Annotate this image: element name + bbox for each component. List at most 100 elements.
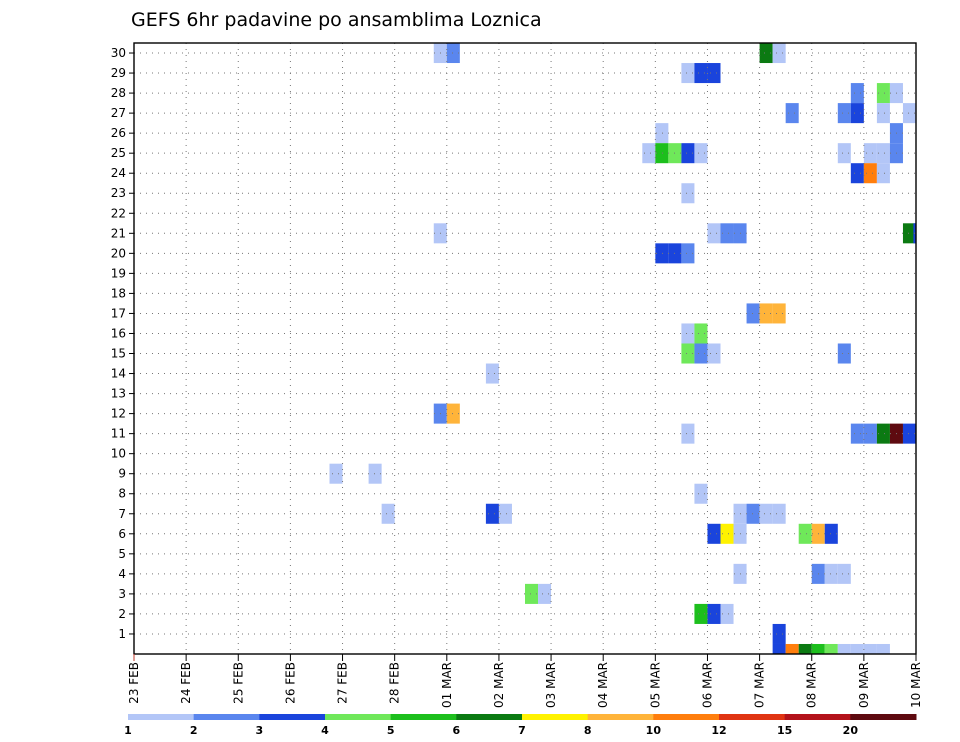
x-tick-label: 28 FEB bbox=[388, 662, 402, 704]
heatmap-cell bbox=[811, 643, 825, 654]
heatmap-cell bbox=[772, 623, 786, 644]
x-tick-label: 01 MAR bbox=[440, 662, 454, 708]
colorbar-label: 10 bbox=[646, 724, 662, 737]
colorbar-label: 6 bbox=[453, 724, 461, 737]
heatmap-cell bbox=[707, 523, 721, 544]
heatmap-cell bbox=[655, 243, 669, 264]
heatmap-cell bbox=[798, 523, 812, 544]
y-tick-label: 13 bbox=[111, 387, 126, 401]
heatmap-cell bbox=[707, 603, 721, 624]
colorbar-swatch bbox=[456, 714, 523, 720]
x-tick-label: 06 MAR bbox=[700, 662, 714, 708]
heatmap-cell bbox=[759, 43, 773, 64]
y-tick-label: 7 bbox=[118, 507, 126, 521]
y-tick-label: 30 bbox=[111, 46, 126, 60]
x-tick-label: 05 MAR bbox=[648, 662, 662, 708]
heatmap-cell bbox=[694, 323, 708, 344]
heatmap-cell bbox=[485, 363, 499, 384]
heatmap-cell bbox=[707, 223, 721, 244]
y-tick-label: 20 bbox=[111, 246, 126, 260]
heatmap-cell bbox=[863, 163, 877, 184]
heatmap-cell bbox=[707, 63, 721, 84]
y-tick-label: 8 bbox=[118, 487, 126, 501]
heatmap-cell bbox=[720, 603, 734, 624]
heatmap-cell bbox=[720, 523, 734, 544]
x-tick-label: 03 MAR bbox=[544, 662, 558, 708]
y-tick-label: 18 bbox=[111, 286, 126, 300]
y-tick-label: 6 bbox=[118, 527, 126, 541]
colorbar-label: 4 bbox=[321, 724, 329, 737]
heatmap-cell bbox=[681, 323, 695, 344]
y-tick-label: 23 bbox=[111, 186, 126, 200]
heatmap-cell bbox=[746, 503, 760, 524]
heatmap-cell bbox=[681, 243, 695, 264]
heatmap-cell bbox=[863, 143, 877, 164]
heatmap-cell bbox=[446, 43, 460, 64]
y-tick-label: 26 bbox=[111, 126, 126, 140]
colorbar-swatch bbox=[653, 714, 720, 720]
y-tick-label: 10 bbox=[111, 447, 126, 461]
colorbar-label: 12 bbox=[711, 724, 726, 737]
heatmap-cell bbox=[876, 103, 890, 124]
heatmap-cell bbox=[902, 423, 916, 444]
heatmap-cell bbox=[902, 223, 916, 244]
heatmap-cell bbox=[329, 463, 343, 484]
colorbar-swatch bbox=[193, 714, 260, 720]
colorbar-swatch bbox=[587, 714, 654, 720]
x-tick-label: 25 FEB bbox=[231, 662, 245, 704]
heatmap-cell bbox=[837, 563, 851, 584]
y-tick-label: 27 bbox=[111, 106, 126, 120]
heatmap-cell bbox=[785, 103, 799, 124]
heatmap-cell bbox=[824, 563, 838, 584]
heatmap-cell bbox=[759, 303, 773, 324]
heatmap-cell bbox=[681, 183, 695, 204]
x-tick-label: 24 FEB bbox=[179, 662, 193, 704]
heatmap-cell bbox=[446, 403, 460, 424]
heatmap-cell bbox=[824, 643, 838, 654]
heatmap-cell bbox=[720, 223, 734, 244]
heatmap-cell bbox=[681, 423, 695, 444]
heatmap-cell bbox=[772, 43, 786, 64]
colorbar-label: 8 bbox=[584, 724, 592, 737]
plot-frame bbox=[133, 42, 917, 655]
colorbar-swatch bbox=[259, 714, 326, 720]
heatmap-cell bbox=[772, 303, 786, 324]
y-tick-label: 24 bbox=[111, 166, 126, 180]
colorbar-label: 7 bbox=[518, 724, 526, 737]
y-tick-label: 11 bbox=[111, 427, 126, 441]
y-tick-label: 3 bbox=[118, 587, 126, 601]
heatmap-cell bbox=[902, 103, 916, 124]
y-tick-label: 1 bbox=[118, 627, 126, 641]
heatmap-cell bbox=[850, 163, 864, 184]
y-tick-label: 12 bbox=[111, 407, 126, 421]
heatmap-cell bbox=[785, 643, 799, 654]
x-tick-label: 07 MAR bbox=[753, 662, 767, 708]
colorbar-swatch bbox=[719, 714, 786, 720]
colorbar-swatch bbox=[128, 714, 195, 720]
x-tick-label: 02 MAR bbox=[492, 662, 506, 708]
colorbar-label: 1 bbox=[124, 724, 132, 737]
heatmap-cell bbox=[525, 583, 539, 604]
y-tick-label: 22 bbox=[111, 206, 126, 220]
heatmap-cell bbox=[707, 343, 721, 364]
colorbar-label: 20 bbox=[843, 724, 859, 737]
heatmap-cell bbox=[655, 143, 669, 164]
grid-lines bbox=[134, 43, 916, 654]
heatmap-cell bbox=[837, 103, 851, 124]
heatmap-cell bbox=[368, 463, 382, 484]
y-tick-label: 15 bbox=[111, 347, 126, 361]
colorbar-swatch bbox=[784, 714, 851, 720]
heatmap-cell bbox=[694, 483, 708, 504]
heatmap-cell bbox=[850, 643, 864, 654]
heatmap-cell bbox=[485, 503, 499, 524]
heatmap-cell bbox=[694, 603, 708, 624]
heatmap-cell bbox=[876, 423, 890, 444]
y-tick-label: 14 bbox=[111, 367, 126, 381]
x-tick-label: 09 MAR bbox=[857, 662, 871, 708]
heatmap-cell bbox=[837, 643, 851, 654]
heatmap-cell bbox=[694, 63, 708, 84]
heatmap-cell bbox=[694, 143, 708, 164]
heatmap-cell bbox=[876, 83, 890, 104]
y-tick-label: 5 bbox=[118, 547, 126, 561]
